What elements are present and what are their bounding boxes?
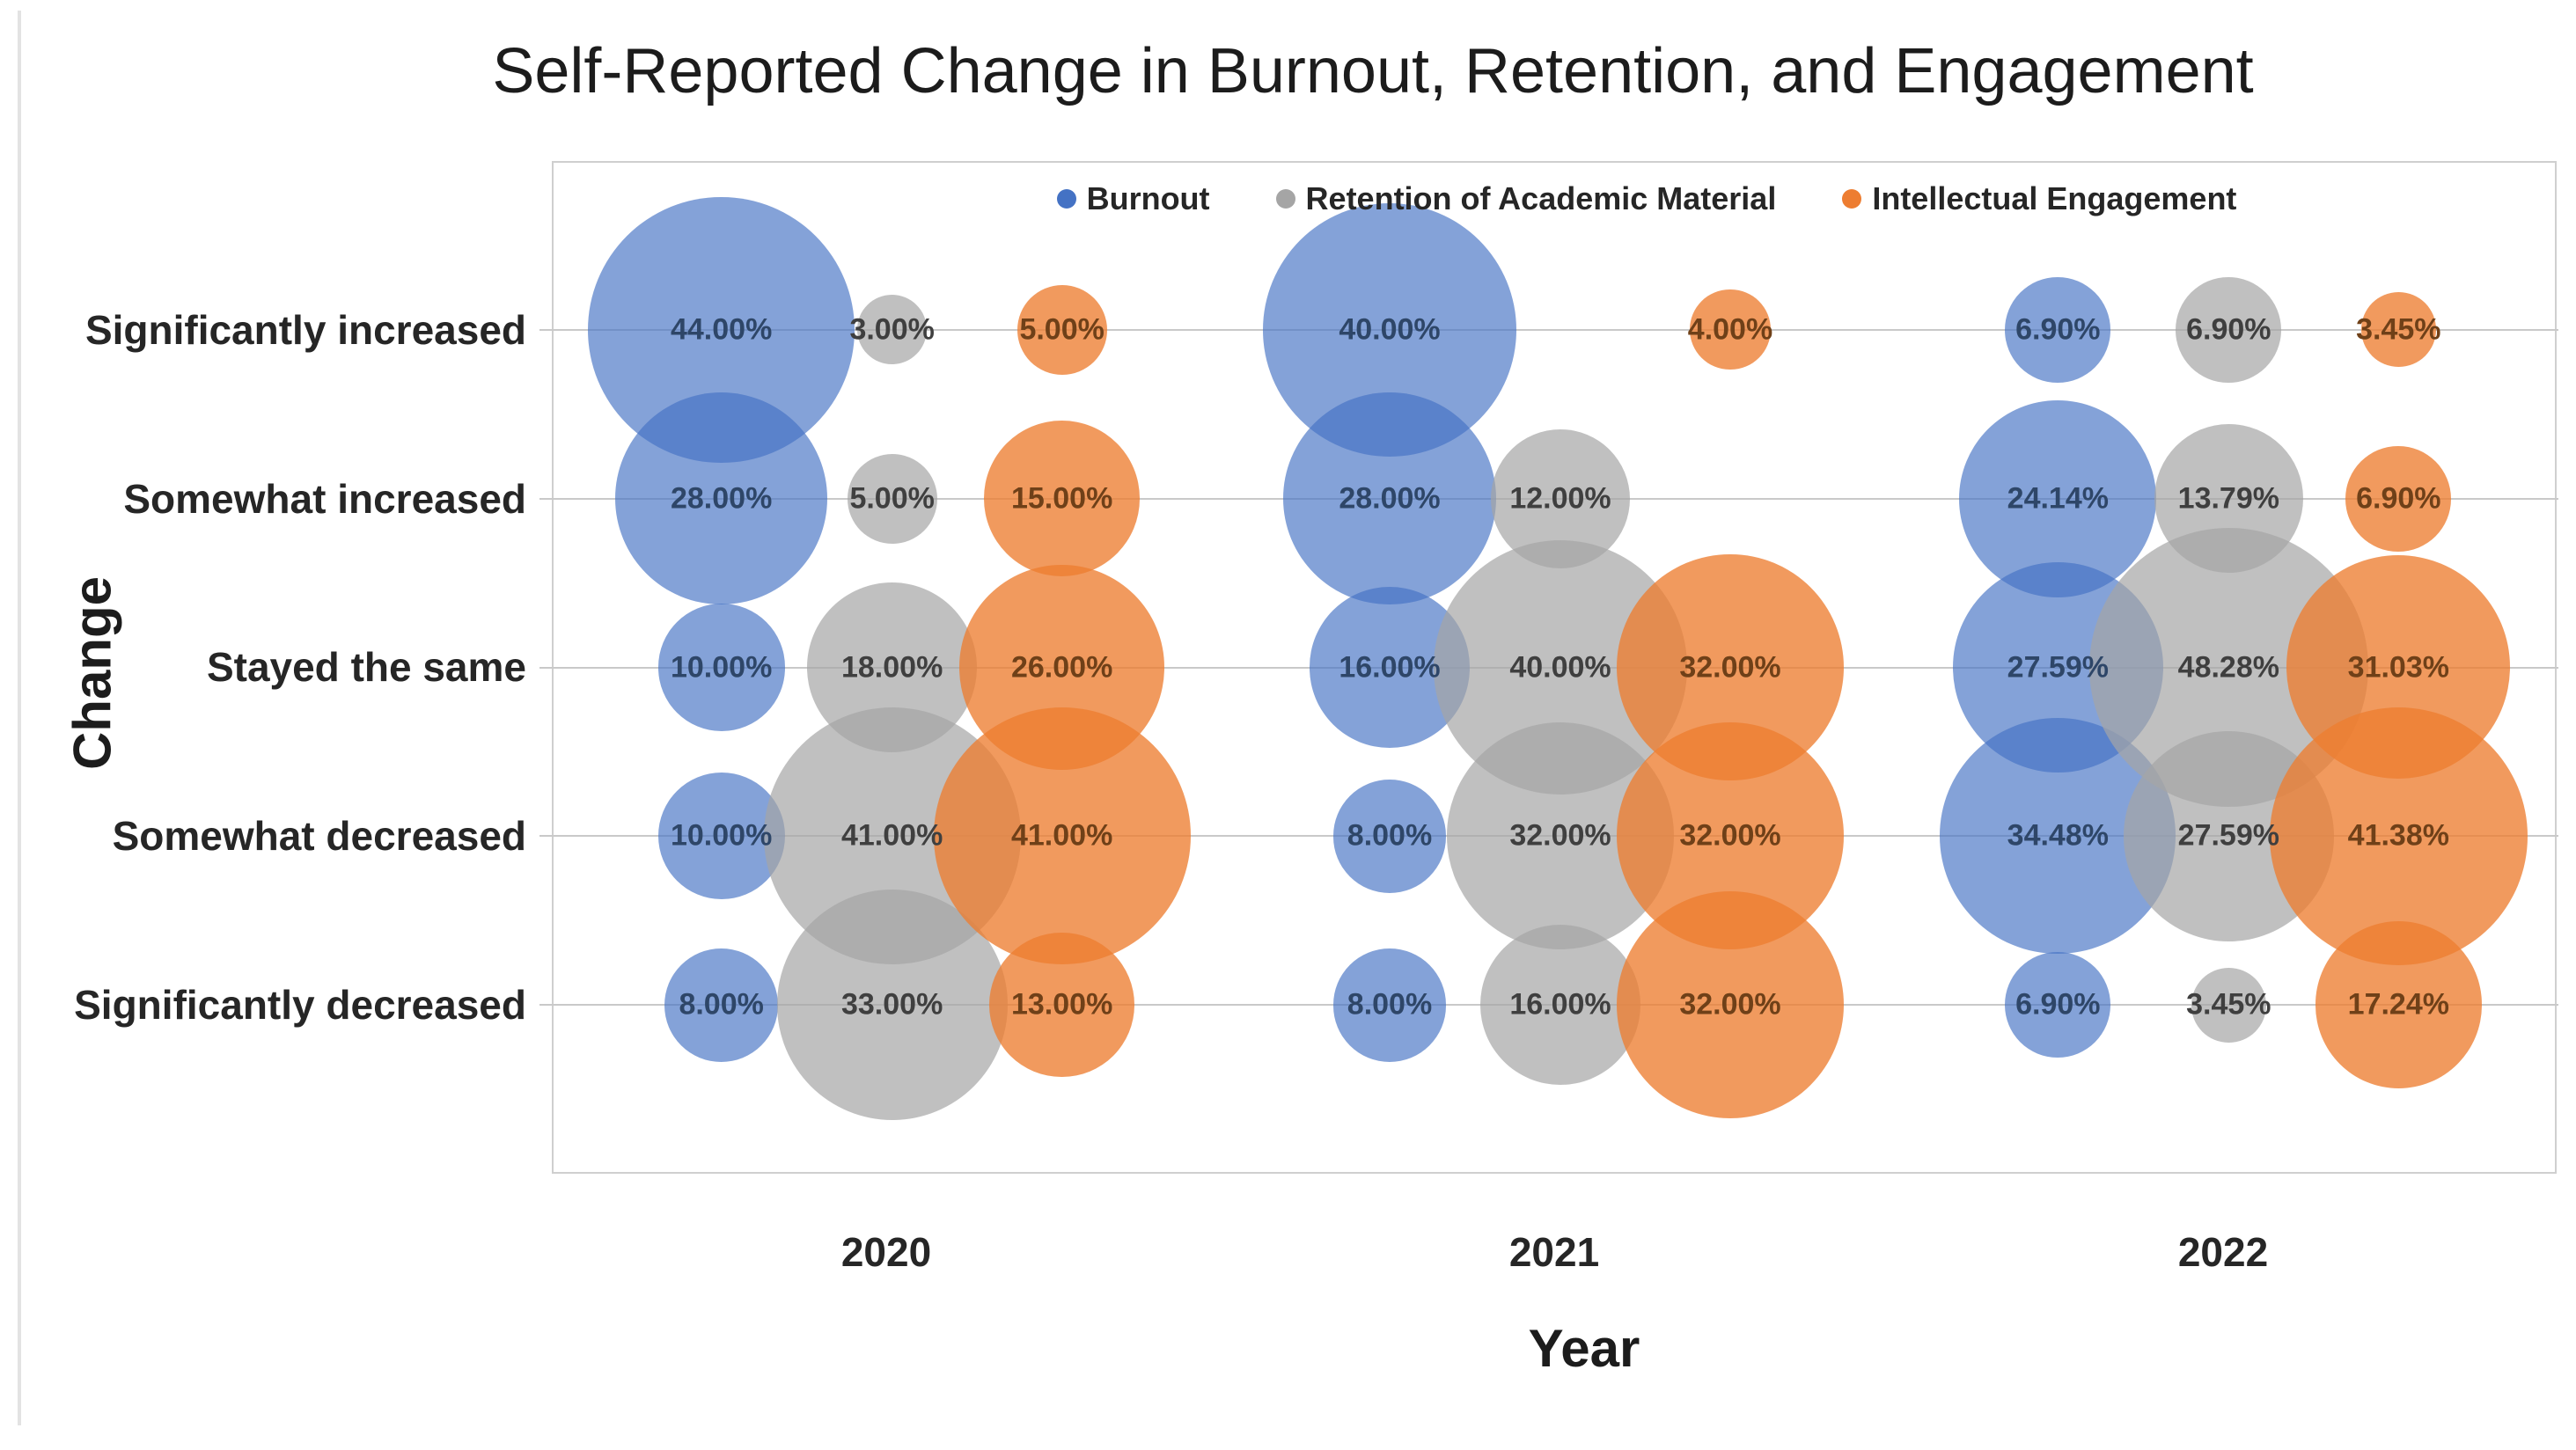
bubble-retention-of-academic-material-2020-significantly-decreased — [776, 890, 1008, 1121]
bubble-label-intellectual-engagement-2022-somewhat-decreased: 41.38% — [2347, 818, 2449, 853]
bubble-intellectual-engagement-2020-significantly-increased — [1016, 284, 1107, 375]
bubble-intellectual-engagement-2022-significantly-increased — [2360, 292, 2436, 368]
y-axis-label-somewhat-decreased: Somewhat decreased — [112, 813, 526, 859]
y-axis-label-significantly-decreased: Significantly decreased — [74, 982, 526, 1028]
bubble-label-intellectual-engagement-2020-somewhat-increased: 15.00% — [1010, 481, 1113, 516]
x-axis-label-2020: 2020 — [840, 1229, 932, 1275]
bubble-label-burnout-2020-stayed-the-same: 10.00% — [670, 650, 773, 684]
bubble-label-burnout-2022-somewhat-decreased: 34.48% — [2007, 818, 2109, 853]
bubble-burnout-2021-somewhat-increased — [1283, 392, 1496, 605]
bubble-intellectual-engagement-2020-somewhat-increased — [984, 421, 1140, 576]
bubble-label-intellectual-engagement-2021-stayed-the-same: 32.00% — [1679, 650, 1781, 684]
legend-item-intellectual-engagement: Intellectual Engagement — [1842, 180, 2236, 217]
x-axis-title: Year — [1528, 1319, 1640, 1378]
bubble-retention-of-academic-material-2021-significantly-decreased — [1479, 924, 1641, 1086]
y-axis-label-stayed-the-same: Stayed the same — [206, 644, 526, 690]
bubble-label-burnout-2020-significantly-decreased: 8.00% — [679, 987, 764, 1022]
bubble-burnout-2022-significantly-increased — [2005, 276, 2111, 383]
bubble-retention-of-academic-material-2020-somewhat-increased — [847, 453, 937, 544]
bubble-label-burnout-2020-significantly-increased: 44.00% — [670, 312, 773, 347]
x-axis-label-2021: 2021 — [1508, 1229, 1600, 1275]
bubble-label-retention-of-academic-material-2022-stayed-the-same: 48.28% — [2177, 650, 2279, 684]
legend-dot-intellectual-engagement — [1842, 189, 1862, 209]
bubble-label-retention-of-academic-material-2021-significantly-decreased: 16.00% — [1509, 987, 1611, 1022]
bubble-label-intellectual-engagement-2021-significantly-decreased: 32.00% — [1679, 987, 1781, 1022]
legend-label-intellectual-engagement: Intellectual Engagement — [1872, 180, 2237, 216]
bubble-burnout-2020-stayed-the-same — [657, 604, 785, 731]
bubble-label-intellectual-engagement-2020-somewhat-decreased: 41.00% — [1010, 818, 1113, 853]
bubble-label-retention-of-academic-material-2020-stayed-the-same: 18.00% — [840, 650, 943, 684]
legend-dot-burnout — [1056, 189, 1076, 209]
bubble-label-burnout-2022-somewhat-increased: 24.14% — [2007, 481, 2109, 516]
bubble-label-intellectual-engagement-2020-significantly-increased: 5.00% — [1019, 312, 1105, 347]
bubble-label-intellectual-engagement-2021-somewhat-decreased: 32.00% — [1679, 818, 1781, 853]
bubble-label-retention-of-academic-material-2020-significantly-increased: 3.00% — [849, 312, 935, 347]
bubble-burnout-2022-significantly-decreased — [2005, 952, 2111, 1058]
bubble-burnout-2020-somewhat-increased — [615, 392, 828, 605]
bubble-burnout-2020-significantly-decreased — [664, 948, 779, 1062]
chart-title: Self-Reported Change in Burnout, Retenti… — [492, 36, 2254, 106]
legend: Burnout Retention of Academic Material I… — [552, 174, 2557, 223]
bubble-label-retention-of-academic-material-2021-somewhat-increased: 12.00% — [1509, 481, 1611, 516]
bubble-burnout-2021-significantly-decreased — [1332, 948, 1447, 1062]
bubble-label-burnout-2021-stayed-the-same: 16.00% — [1339, 650, 1441, 684]
legend-dot-retention-of-academic-material — [1275, 189, 1295, 209]
gridline-significantly-increased — [539, 328, 2558, 331]
bubble-label-intellectual-engagement-2022-stayed-the-same: 31.03% — [2347, 650, 2449, 684]
bubble-label-retention-of-academic-material-2020-significantly-decreased: 33.00% — [840, 987, 943, 1022]
bubble-label-intellectual-engagement-2021-significantly-increased: 4.00% — [1687, 312, 1773, 347]
bubble-label-burnout-2022-significantly-increased: 6.90% — [2015, 312, 2101, 347]
bubble-label-retention-of-academic-material-2022-significantly-increased: 6.90% — [2186, 312, 2271, 347]
bubble-label-intellectual-engagement-2020-significantly-decreased: 13.00% — [1010, 987, 1113, 1022]
bubble-intellectual-engagement-2020-somewhat-decreased — [933, 707, 1191, 965]
bubble-intellectual-engagement-2022-significantly-decreased — [2315, 921, 2482, 1088]
bubble-label-burnout-2022-significantly-decreased: 6.90% — [2015, 987, 2101, 1022]
legend-label-burnout: Burnout — [1086, 180, 1210, 216]
bubble-label-burnout-2021-significantly-decreased: 8.00% — [1347, 987, 1433, 1022]
bubble-retention-of-academic-material-2022-significantly-decreased — [2191, 967, 2266, 1043]
bubble-label-intellectual-engagement-2022-significantly-decreased: 17.24% — [2347, 987, 2449, 1022]
bubble-label-burnout-2021-somewhat-decreased: 8.00% — [1347, 818, 1433, 853]
bubble-label-burnout-2021-somewhat-increased: 28.00% — [1339, 481, 1441, 516]
y-axis-label-somewhat-increased: Somewhat increased — [123, 476, 526, 522]
bubble-label-retention-of-academic-material-2021-stayed-the-same: 40.00% — [1509, 650, 1611, 684]
bubble-label-retention-of-academic-material-2022-somewhat-decreased: 27.59% — [2177, 818, 2279, 853]
bubble-label-burnout-2022-stayed-the-same: 27.59% — [2007, 650, 2109, 684]
x-axis-label-2022: 2022 — [2177, 1229, 2269, 1275]
bubble-retention-of-academic-material-2020-significantly-increased — [857, 295, 928, 365]
y-axis-label-significantly-increased: Significantly increased — [84, 307, 526, 353]
bubble-burnout-2021-somewhat-decreased — [1332, 779, 1447, 893]
bubble-label-burnout-2020-somewhat-increased: 28.00% — [670, 481, 773, 516]
bubble-label-intellectual-engagement-2020-stayed-the-same: 26.00% — [1010, 650, 1113, 684]
bubble-label-retention-of-academic-material-2021-somewhat-decreased: 32.00% — [1509, 818, 1611, 853]
legend-item-retention-of-academic-material: Retention of Academic Material — [1275, 180, 1777, 217]
bubble-label-retention-of-academic-material-2020-somewhat-increased: 5.00% — [849, 481, 935, 516]
bubble-intellectual-engagement-2022-somewhat-increased — [2345, 445, 2452, 552]
bubble-label-retention-of-academic-material-2022-somewhat-increased: 13.79% — [2177, 481, 2279, 516]
bubble-label-intellectual-engagement-2022-significantly-increased: 3.45% — [2356, 312, 2441, 347]
page-edge-line — [18, 11, 21, 1425]
bubble-label-burnout-2021-significantly-increased: 40.00% — [1339, 312, 1441, 347]
bubble-intellectual-engagement-2021-significantly-increased — [1690, 289, 1771, 370]
bubble-intellectual-engagement-2020-significantly-decreased — [989, 932, 1134, 1078]
bubble-intellectual-engagement-2021-significantly-decreased — [1617, 891, 1844, 1119]
bubble-label-retention-of-academic-material-2020-somewhat-decreased: 41.00% — [840, 818, 943, 853]
bubble-label-intellectual-engagement-2022-somewhat-increased: 6.90% — [2356, 481, 2441, 516]
legend-label-retention-of-academic-material: Retention of Academic Material — [1305, 180, 1777, 216]
bubble-label-retention-of-academic-material-2022-significantly-decreased: 3.45% — [2186, 987, 2271, 1022]
legend-item-burnout: Burnout — [1056, 180, 1210, 217]
bubble-retention-of-academic-material-2022-significantly-increased — [2176, 276, 2282, 383]
bubble-label-burnout-2020-somewhat-decreased: 10.00% — [670, 818, 773, 853]
